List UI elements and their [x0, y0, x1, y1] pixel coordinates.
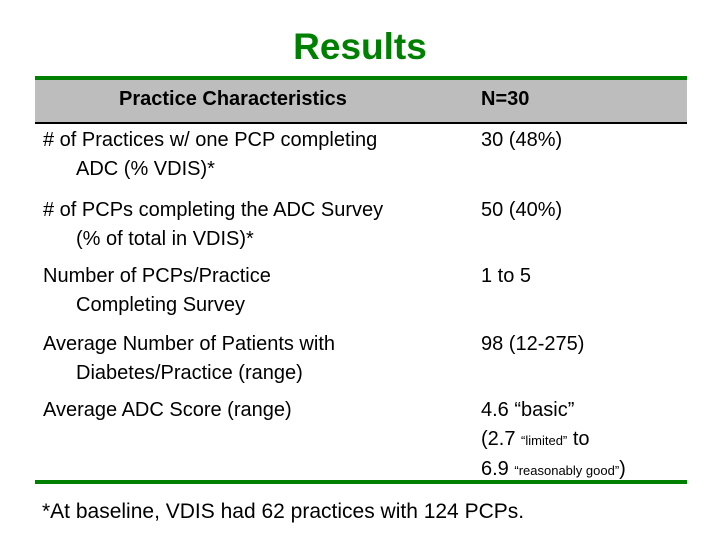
- row-value: 4.6 “basic” (2.7 “limited” to 6.9 “reaso…: [481, 399, 626, 480]
- row-label: Average ADC Score (range): [43, 399, 292, 421]
- header-practice-characteristics: Practice Characteristics: [119, 88, 347, 110]
- row-value: 30 (48%): [481, 129, 563, 151]
- header-n: N=30: [481, 88, 530, 110]
- row-value: 50 (40%): [481, 199, 563, 221]
- row-label: # of Practices w/ one PCP completing ADC…: [43, 129, 378, 180]
- row-value: 98 (12-275): [481, 333, 585, 355]
- table-header: Practice Characteristics N=30: [35, 80, 687, 124]
- results-table: Practice Characteristics N=30 # of Pract…: [35, 76, 687, 484]
- row-label: Average Number of Patients with Diabetes…: [43, 333, 336, 384]
- row-label: # of PCPs completing the ADC Survey (% o…: [43, 199, 384, 250]
- page-title: Results: [293, 26, 427, 67]
- row-label: Number of PCPs/Practice Completing Surve…: [43, 265, 271, 316]
- footnote: *At baseline, VDIS had 62 practices with…: [42, 500, 525, 523]
- row-value: 1 to 5: [481, 265, 532, 287]
